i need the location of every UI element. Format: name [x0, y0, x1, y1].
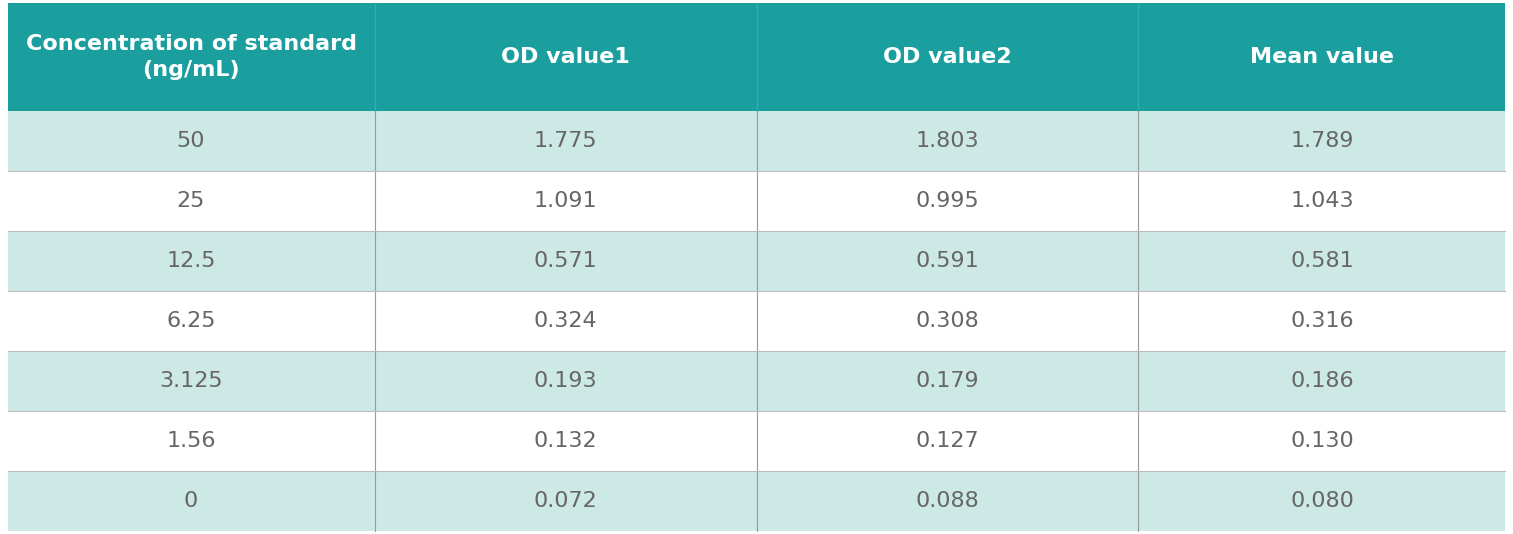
Bar	[756, 351, 1138, 411]
Text: 50: 50	[177, 131, 206, 151]
Bar	[1138, 472, 1505, 531]
Bar	[1138, 231, 1505, 291]
Text: 0.193: 0.193	[534, 371, 598, 391]
Bar	[8, 411, 375, 472]
Text: 0.308: 0.308	[915, 311, 979, 331]
Text: Mean value: Mean value	[1250, 47, 1393, 67]
Text: 3.125: 3.125	[159, 371, 222, 391]
Text: 1.56: 1.56	[166, 431, 216, 451]
Text: 0.591: 0.591	[915, 251, 979, 271]
Text: 0.179: 0.179	[915, 371, 979, 391]
Text: 0.571: 0.571	[534, 251, 598, 271]
Text: OD value2: OD value2	[884, 47, 1012, 67]
Text: 1.775: 1.775	[534, 131, 598, 151]
Bar	[756, 231, 1138, 291]
Text: Concentration of standard
(ng/mL): Concentration of standard (ng/mL)	[26, 34, 357, 80]
Bar	[375, 411, 756, 472]
Bar	[756, 171, 1138, 231]
Bar	[8, 231, 375, 291]
Text: 0.088: 0.088	[915, 491, 979, 512]
Bar	[8, 111, 375, 171]
Text: 0.127: 0.127	[915, 431, 979, 451]
Text: 0: 0	[185, 491, 198, 512]
Bar	[756, 472, 1138, 531]
Text: 0.080: 0.080	[1291, 491, 1354, 512]
Bar	[375, 351, 756, 411]
Text: 1.789: 1.789	[1291, 131, 1354, 151]
Bar	[8, 351, 375, 411]
Bar	[8, 3, 375, 111]
Bar	[375, 291, 756, 351]
Text: 1.803: 1.803	[915, 131, 979, 151]
Text: 0.995: 0.995	[915, 191, 979, 211]
Text: 12.5: 12.5	[166, 251, 216, 271]
Text: 0.072: 0.072	[534, 491, 598, 512]
Text: 1.091: 1.091	[534, 191, 598, 211]
Bar	[8, 472, 375, 531]
Bar	[1138, 3, 1505, 111]
Text: 1.043: 1.043	[1291, 191, 1354, 211]
Bar	[8, 171, 375, 231]
Text: 0.316: 0.316	[1291, 311, 1354, 331]
Text: OD value1: OD value1	[501, 47, 629, 67]
Bar	[1138, 171, 1505, 231]
Bar	[756, 3, 1138, 111]
Bar	[1138, 351, 1505, 411]
Bar	[756, 111, 1138, 171]
Bar	[1138, 111, 1505, 171]
Text: 0.132: 0.132	[534, 431, 598, 451]
Bar	[8, 291, 375, 351]
Bar	[375, 472, 756, 531]
Bar	[375, 111, 756, 171]
Bar	[756, 411, 1138, 472]
Bar	[1138, 411, 1505, 472]
Text: 6.25: 6.25	[166, 311, 216, 331]
Bar	[375, 231, 756, 291]
Text: 25: 25	[177, 191, 206, 211]
Bar	[375, 3, 756, 111]
Text: 0.581: 0.581	[1291, 251, 1354, 271]
Text: 0.324: 0.324	[534, 311, 598, 331]
Bar	[756, 291, 1138, 351]
Bar	[1138, 291, 1505, 351]
Bar	[375, 171, 756, 231]
Text: 0.186: 0.186	[1291, 371, 1354, 391]
Text: 0.130: 0.130	[1291, 431, 1354, 451]
